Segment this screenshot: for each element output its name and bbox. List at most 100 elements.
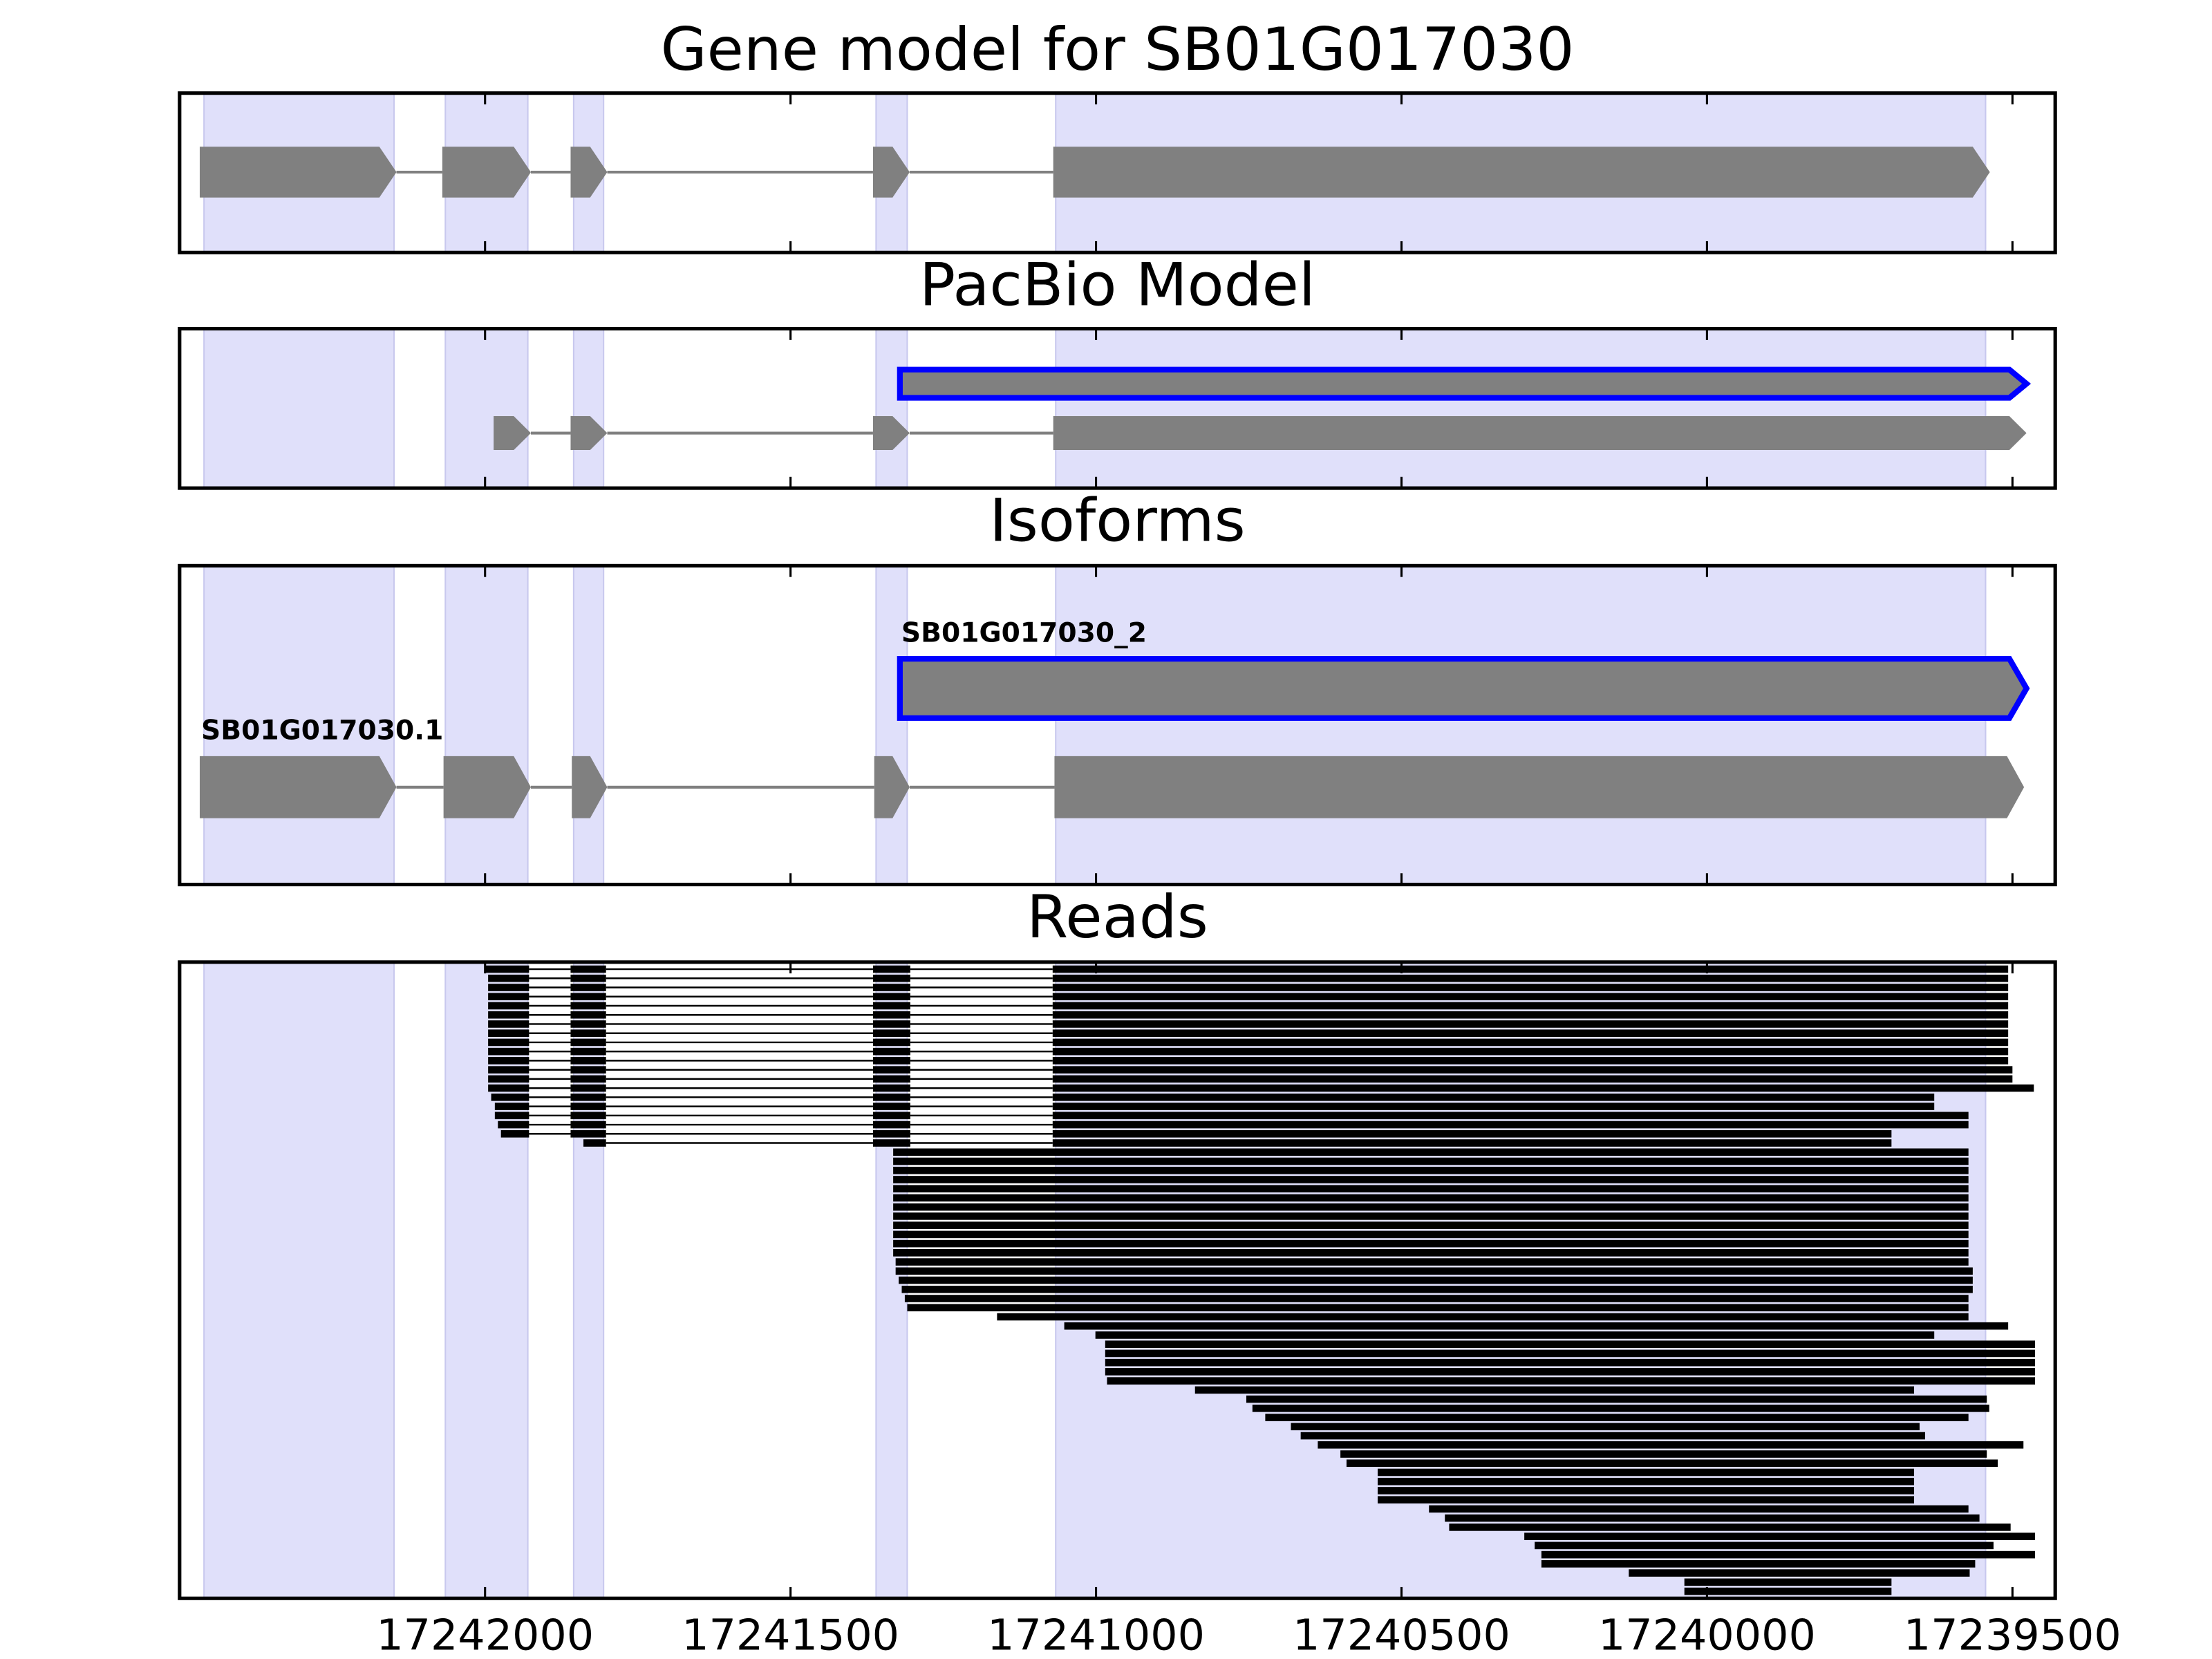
read-block <box>1052 1139 1892 1147</box>
read-block <box>901 1285 1973 1293</box>
read-block <box>872 1094 910 1101</box>
read-block <box>893 1166 1969 1174</box>
panel-title: Isoforms <box>989 487 1246 556</box>
read-block <box>895 1258 1969 1266</box>
panel-title: Gene model for SB01G017030 <box>661 15 1575 84</box>
exon <box>570 416 608 451</box>
read-block <box>488 1020 529 1028</box>
read-block <box>1340 1450 1987 1458</box>
read-block <box>570 984 606 991</box>
read-block <box>570 1130 606 1138</box>
read-block <box>1684 1587 1892 1595</box>
read-block <box>570 1057 606 1065</box>
read-block <box>997 1313 1969 1321</box>
read-block <box>570 1103 606 1110</box>
read-block <box>1449 1524 2011 1531</box>
exon <box>872 416 910 451</box>
x-tick-label: 17239500 <box>1904 1611 2121 1659</box>
read-block <box>872 974 910 982</box>
read-block <box>1052 984 2009 991</box>
read-block <box>893 1239 1969 1248</box>
read-block <box>1300 1432 1925 1440</box>
panel-frame <box>178 326 2057 490</box>
read-block <box>1194 1386 1915 1394</box>
read-block <box>488 1066 529 1074</box>
track-label: SB01G017030_2 <box>901 618 1147 649</box>
exon-region <box>203 961 395 1600</box>
exon <box>874 756 910 818</box>
read-block <box>893 1221 1969 1229</box>
exon-region <box>875 565 908 885</box>
exon <box>443 756 532 818</box>
read-block <box>893 1176 1969 1183</box>
read-block <box>872 1066 910 1074</box>
read-block <box>893 1203 1969 1211</box>
exon-region <box>1055 328 1987 489</box>
read-block <box>872 965 910 973</box>
read-block <box>498 1121 529 1129</box>
exon-region <box>203 565 395 885</box>
exon-region <box>444 328 529 489</box>
read-block <box>583 1139 606 1147</box>
read-block <box>494 1112 529 1120</box>
read-block <box>1105 1358 2036 1367</box>
read-block <box>570 1066 606 1074</box>
read-block <box>570 1029 606 1037</box>
exon <box>1053 416 2027 451</box>
exon <box>570 147 608 198</box>
read-block <box>1052 1121 1969 1129</box>
read-block <box>872 1057 910 1065</box>
read-block <box>1052 1057 2009 1065</box>
read-block <box>570 1020 606 1028</box>
panel-frame <box>178 563 2057 887</box>
read-block <box>1052 974 2009 982</box>
read-block <box>570 1047 606 1056</box>
read-block <box>899 1276 1973 1284</box>
exon <box>442 147 532 198</box>
read-block <box>488 1075 529 1083</box>
read-block <box>491 1094 529 1101</box>
read-block <box>570 1084 606 1092</box>
read-block <box>488 993 529 1001</box>
read-block <box>893 1194 1969 1202</box>
read-block <box>570 1121 606 1129</box>
read-block <box>893 1230 1969 1239</box>
read-block <box>872 1038 910 1047</box>
read-block <box>872 993 910 1001</box>
read-block <box>1346 1459 1998 1468</box>
read-block <box>872 1084 910 1092</box>
read-block <box>488 1047 529 1056</box>
read-block <box>872 1047 910 1056</box>
read-block <box>1052 1103 1935 1110</box>
read-block <box>1541 1560 1976 1568</box>
read-block <box>488 1011 529 1019</box>
read-block <box>872 1103 910 1110</box>
read-block <box>907 1304 1969 1312</box>
track-label: SB01G017030.1 <box>201 715 443 747</box>
read-block <box>1052 1038 2009 1047</box>
read-block <box>494 1103 529 1110</box>
read-block <box>872 1112 910 1120</box>
read-block <box>893 1212 1969 1220</box>
exon <box>872 147 910 198</box>
panel-title: Reads <box>1027 883 1208 952</box>
read-block <box>488 1084 529 1092</box>
panel-title: PacBio Model <box>919 251 1315 320</box>
read-block <box>570 974 606 982</box>
read-block <box>872 1002 910 1010</box>
x-tick-label: 17240500 <box>1293 1611 1510 1659</box>
read-block <box>488 1029 529 1037</box>
read-block <box>1052 1094 1935 1101</box>
exon <box>1053 147 1990 198</box>
read-block <box>570 1011 606 1019</box>
read-block <box>1429 1505 1969 1513</box>
read-block <box>1252 1405 1989 1412</box>
exon <box>897 366 2032 401</box>
read-block <box>1378 1477 1915 1485</box>
read-block <box>1524 1533 2036 1540</box>
read-block <box>1052 1066 2013 1074</box>
read-block <box>1052 1075 2013 1083</box>
panel-frame <box>178 960 2057 1600</box>
read-block <box>1052 1130 1892 1138</box>
read-block <box>488 1002 529 1010</box>
